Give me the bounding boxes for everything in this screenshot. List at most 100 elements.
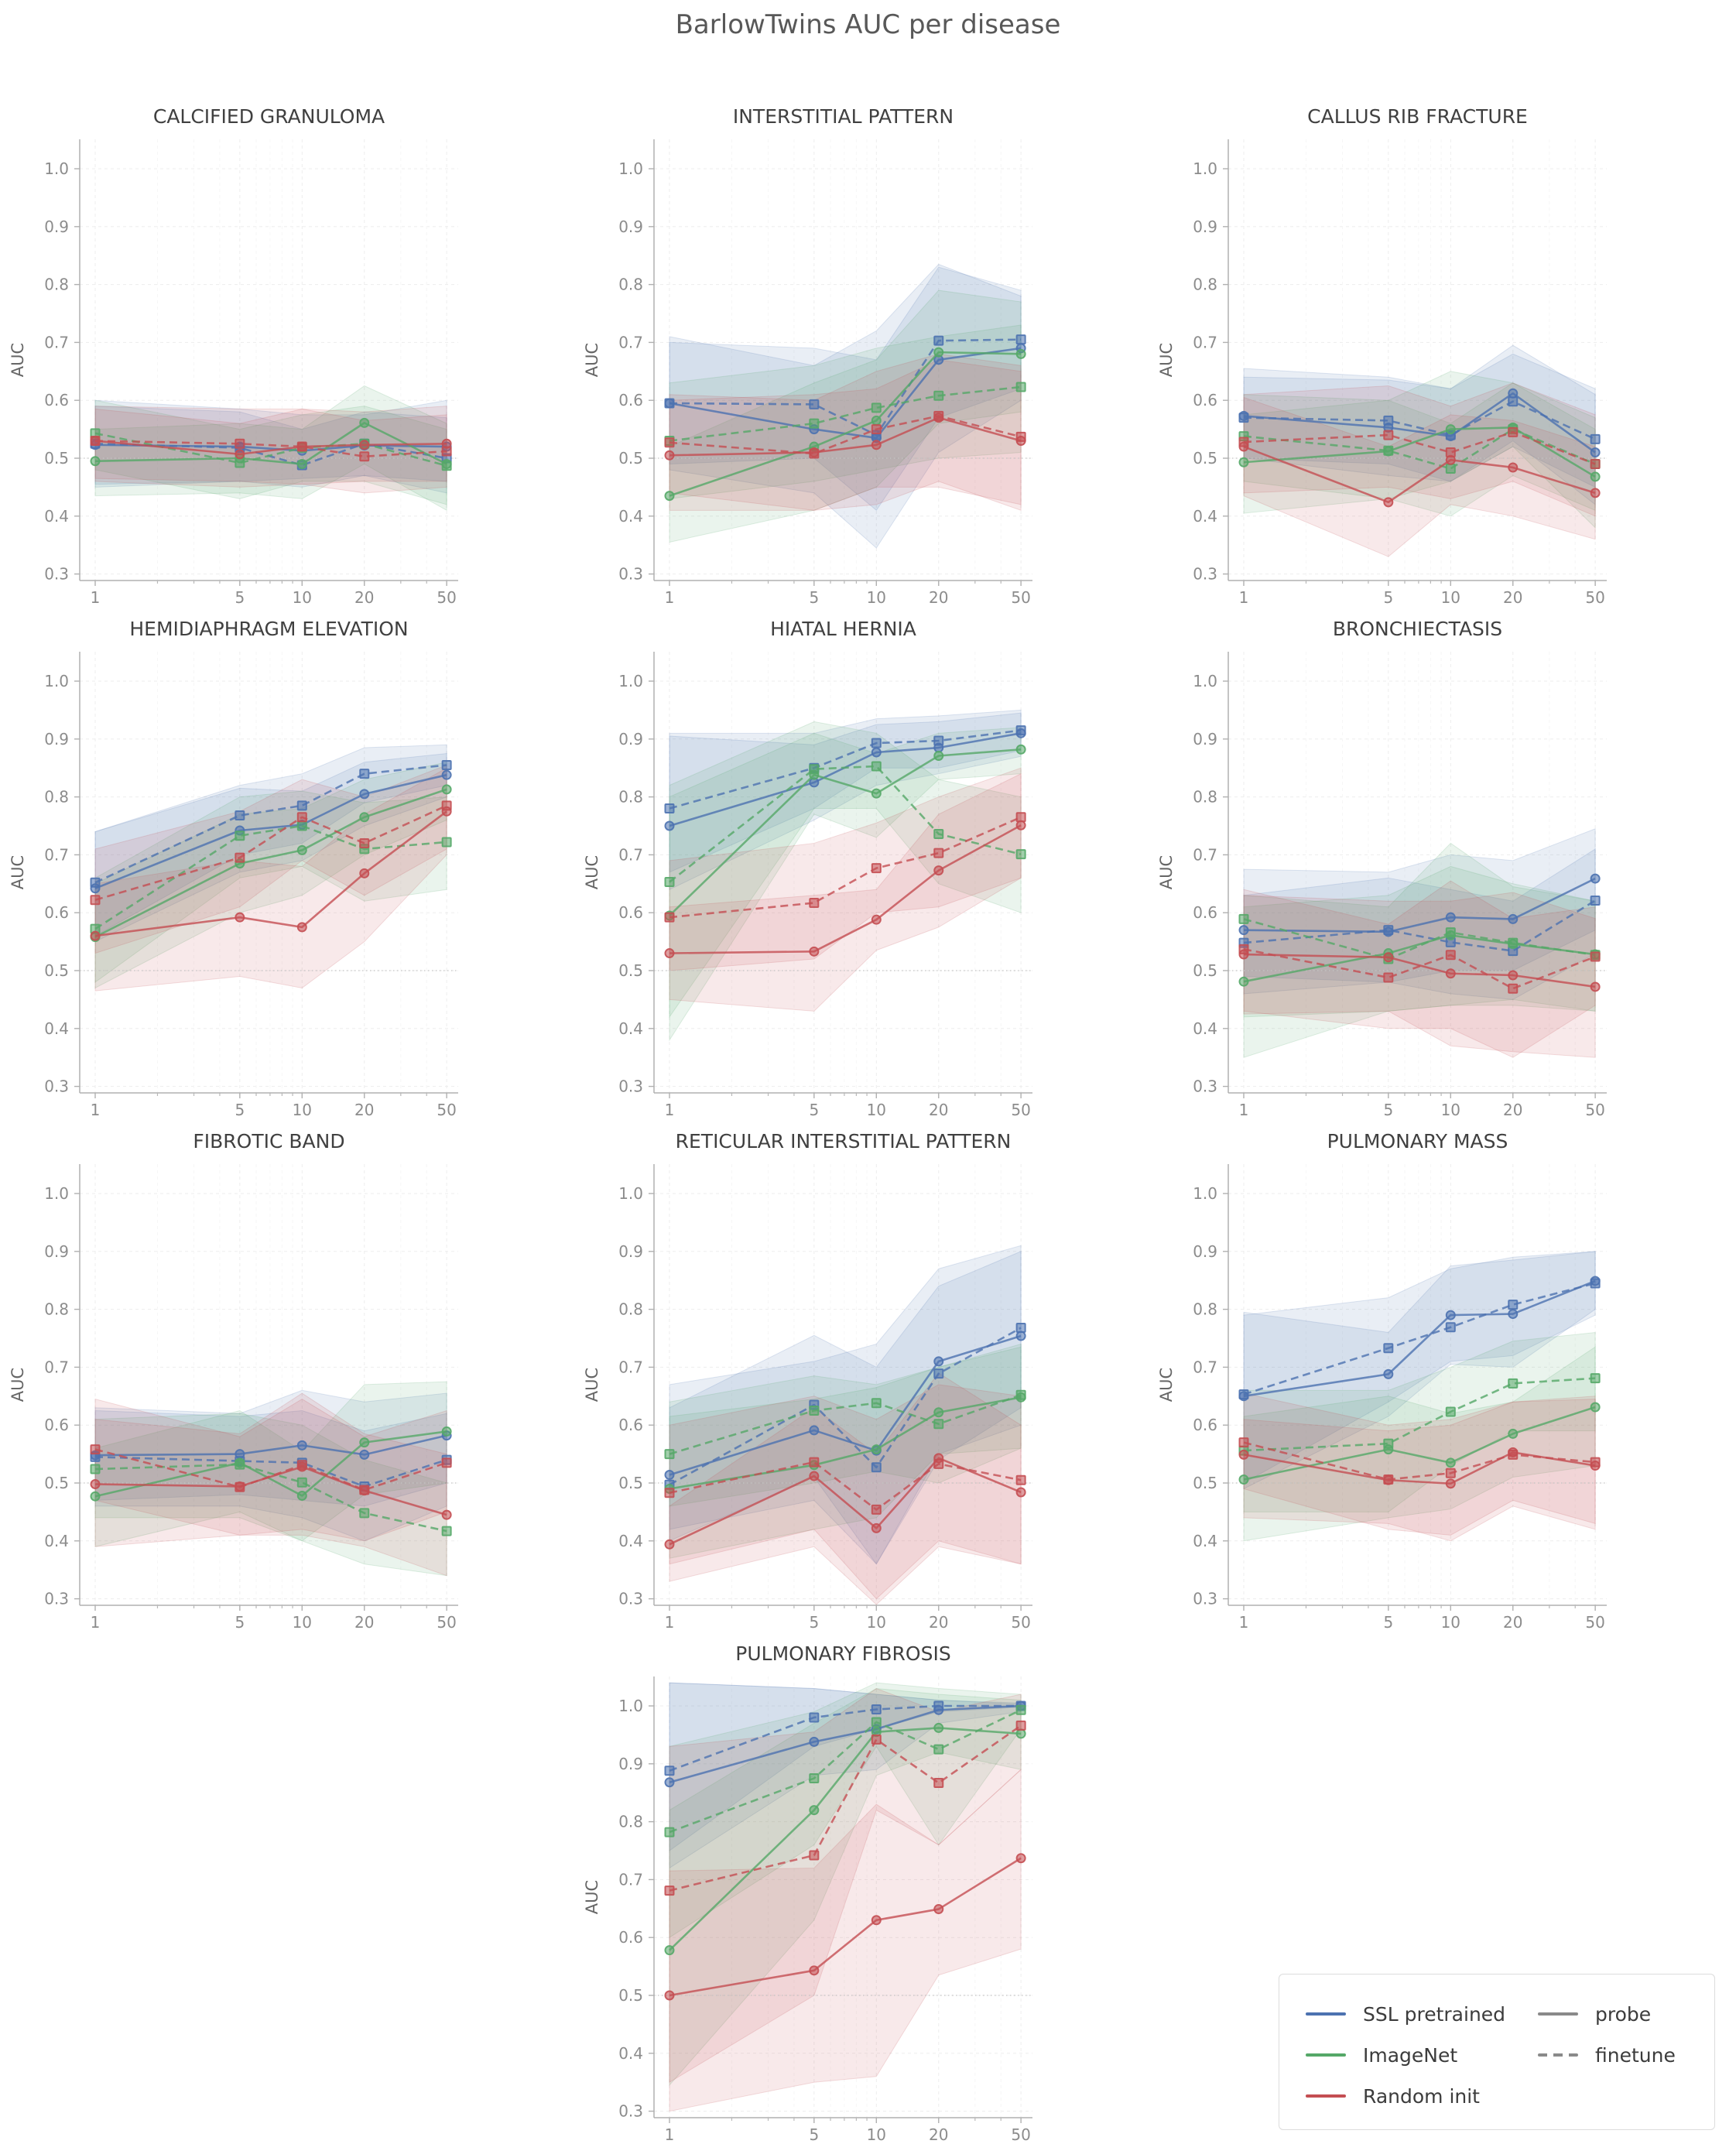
marker-circle xyxy=(933,347,944,358)
marker-square xyxy=(809,1850,820,1861)
marker-circle xyxy=(359,1437,370,1448)
y-tick-label: 1.0 xyxy=(618,1184,643,1203)
imagenet-finetune-band xyxy=(1243,382,1596,517)
marker-circle xyxy=(1590,471,1601,482)
y-axis-label: AUC xyxy=(1157,855,1176,889)
y-tick-label: 0.3 xyxy=(1193,1590,1217,1608)
y-tick-label: 0.7 xyxy=(1193,845,1217,864)
marker-circle xyxy=(441,1509,452,1520)
marker-circle xyxy=(359,868,370,878)
marker-circle xyxy=(664,820,675,831)
marker-square xyxy=(809,897,820,908)
y-tick-label: 0.5 xyxy=(618,449,643,468)
marker-square xyxy=(235,852,245,863)
y-tick-label: 0.4 xyxy=(44,507,69,526)
marker-square xyxy=(664,1449,675,1460)
marker-circle xyxy=(809,1965,820,1976)
x-tick-label: 20 xyxy=(929,2125,948,2144)
subplot-hiatal-hernia: 1.0 0.9 0.8 0.7 0.6 0.5 0.4 0.3 1 5 10 20 50 HIATAL H… xyxy=(583,618,1032,1119)
y-tick-label: 0.7 xyxy=(44,845,69,864)
legend-entry-probe: probe xyxy=(1538,1998,1676,2030)
x-tick-label: 5 xyxy=(1383,1101,1393,1119)
marker-square xyxy=(933,1419,944,1430)
marker-circle xyxy=(1015,1487,1026,1498)
y-axis-label: AUC xyxy=(1157,343,1176,377)
ssl-pretrained-probe-band xyxy=(94,1389,447,1507)
ssl-pretrained-probe-band xyxy=(669,1245,1022,1565)
legend-line-swatch xyxy=(1306,2012,1346,2016)
legend-color-column: SSL pretrained ImageNet Random init xyxy=(1306,1998,1538,2129)
marker-square xyxy=(933,828,944,839)
marker-circle xyxy=(1590,1402,1601,1413)
marker-square xyxy=(1238,1389,1249,1400)
y-tick-label: 0.9 xyxy=(618,217,643,236)
marker-circle xyxy=(90,930,101,941)
marker-square xyxy=(933,848,944,858)
marker-square xyxy=(359,1485,370,1495)
marker-square xyxy=(1238,437,1249,447)
y-tick-label: 0.7 xyxy=(44,1358,69,1376)
marker-square xyxy=(1015,1720,1026,1731)
marker-circle xyxy=(1238,925,1249,936)
y-tick-label: 0.5 xyxy=(44,961,69,980)
y-tick-label: 0.8 xyxy=(44,1300,69,1319)
imagenet-finetune-band xyxy=(1243,842,1596,1018)
y-tick-label: 0.9 xyxy=(44,217,69,236)
x-tick-label: 1 xyxy=(91,588,101,607)
marker-square xyxy=(871,424,882,435)
marker-circle xyxy=(296,1440,307,1450)
marker-square xyxy=(809,418,820,429)
marker-square xyxy=(664,803,675,814)
random-init-probe-band xyxy=(669,1769,1022,2112)
marker-square xyxy=(933,1744,944,1755)
marker-square xyxy=(871,1398,882,1409)
marker-circle xyxy=(933,865,944,876)
subplot-bronchiectasis: 1.0 0.9 0.8 0.7 0.6 0.5 0.4 0.3 1 5 10 20 50 BRONCHIE… xyxy=(1157,618,1607,1119)
subplot-title: BRONCHIECTASIS xyxy=(1333,618,1502,640)
marker-circle xyxy=(664,1945,675,1956)
y-tick-label: 0.7 xyxy=(618,333,643,351)
y-tick-label: 0.3 xyxy=(618,565,643,584)
marker-circle xyxy=(933,1407,944,1418)
y-tick-label: 0.6 xyxy=(618,1416,643,1434)
y-tick-label: 1.0 xyxy=(44,1184,69,1203)
marker-square xyxy=(809,399,820,409)
ssl-pretrained-probe-band xyxy=(669,263,1022,549)
marker-square xyxy=(1508,426,1519,437)
marker-circle xyxy=(933,1356,944,1367)
y-tick-label: 0.8 xyxy=(618,276,643,294)
subplot-title: CALLUS RIB FRACTURE xyxy=(1307,105,1528,128)
imagenet-finetune-band xyxy=(669,324,1022,499)
marker-square xyxy=(296,1477,307,1488)
y-tick-label: 0.8 xyxy=(44,276,69,294)
marker-square xyxy=(871,1734,882,1745)
marker-circle xyxy=(1383,497,1394,508)
marker-circle xyxy=(1238,976,1249,987)
legend-label: probe xyxy=(1595,2002,1652,2026)
x-tick-label: 10 xyxy=(1441,1613,1460,1632)
x-tick-label: 10 xyxy=(867,588,886,607)
marker-circle xyxy=(1015,1331,1026,1341)
marker-square xyxy=(441,800,452,811)
marker-square xyxy=(933,410,944,421)
marker-square xyxy=(664,1766,675,1776)
y-tick-label: 0.9 xyxy=(1193,1242,1217,1261)
marker-circle xyxy=(1445,912,1456,923)
x-tick-label: 20 xyxy=(354,588,374,607)
random-init-probe-band xyxy=(1243,1399,1596,1542)
marker-circle xyxy=(441,784,452,795)
y-tick-label: 0.3 xyxy=(618,1077,643,1096)
marker-circle xyxy=(664,948,675,959)
marker-square xyxy=(359,837,370,848)
marker-square xyxy=(90,895,101,906)
marker-circle xyxy=(1015,744,1026,755)
subplot-hemidiaphragm-elevation: 1.0 0.9 0.8 0.7 0.6 0.5 0.4 0.3 1 5 10 20 50 HEMIDIAP… xyxy=(9,618,458,1119)
y-tick-label: 1.0 xyxy=(1193,672,1217,690)
y-tick-label: 0.4 xyxy=(618,1532,643,1550)
y-tick-label: 0.4 xyxy=(618,507,643,526)
marker-circle xyxy=(90,456,101,467)
x-tick-label: 50 xyxy=(1011,588,1030,607)
random-init-finetune-band xyxy=(669,1688,1022,2084)
marker-square xyxy=(664,912,675,923)
x-tick-label: 1 xyxy=(665,2125,675,2144)
